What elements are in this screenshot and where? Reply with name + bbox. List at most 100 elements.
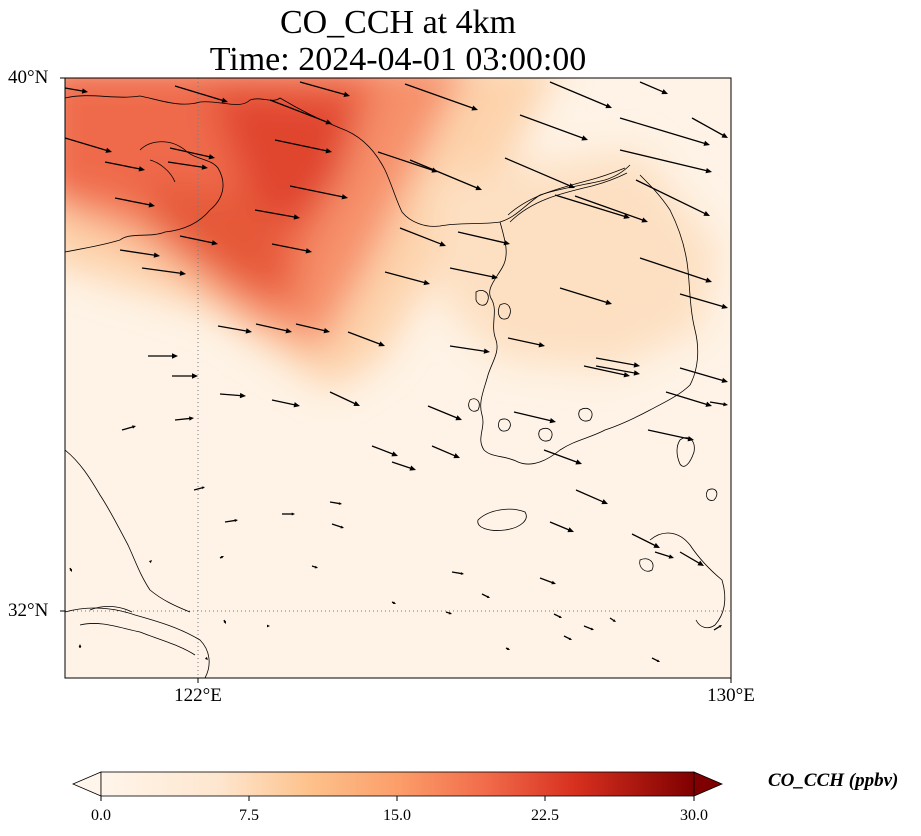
- wind-vector-shaft: [169, 147, 212, 158]
- wind-vector-head: [471, 105, 478, 111]
- colorbar-label: CO_CCH (ppbv): [768, 770, 899, 791]
- wind-vector-head: [538, 342, 545, 348]
- wind-vector-head: [448, 611, 452, 615]
- wind-vector-head: [343, 91, 350, 97]
- wind-vector-head: [189, 416, 194, 421]
- wind-vector-head: [78, 644, 82, 647]
- wind-vector-shaft: [409, 159, 479, 190]
- wind-vector-head: [551, 580, 556, 585]
- wind-vector-shaft: [371, 445, 395, 456]
- wind-vector-shaft: [519, 114, 585, 140]
- wind-vector-shaft: [179, 235, 215, 244]
- wind-vector-head: [581, 135, 588, 141]
- wind-vector-head: [341, 194, 348, 200]
- wind-vector-head: [687, 436, 694, 442]
- wind-vector-head: [148, 560, 152, 564]
- wind-vector-head: [605, 103, 612, 109]
- wind-vector-head: [568, 183, 575, 189]
- wind-vector-head: [239, 392, 246, 399]
- wind-vector-head: [623, 213, 630, 219]
- wind-vector-head: [439, 241, 446, 247]
- colorbar-min-extend: [71, 771, 102, 797]
- wind-vector-shaft: [449, 345, 487, 353]
- wind-vector-shaft: [65, 137, 109, 152]
- wind-vector-shaft: [595, 365, 637, 374]
- wind-vector-shaft: [174, 85, 225, 102]
- wind-vector-head: [378, 341, 385, 347]
- wind-vector-shaft: [679, 293, 725, 308]
- wind-vector-shaft: [391, 461, 413, 470]
- wind-vector-head: [503, 240, 510, 246]
- wind-vector-shaft: [295, 323, 327, 332]
- wind-vector-head: [423, 279, 430, 286]
- wind-vector-head: [656, 659, 660, 662]
- wind-vector-head: [623, 372, 630, 378]
- wind-vector-head: [697, 560, 704, 566]
- wind-vector-head: [486, 595, 490, 598]
- wind-vector-head: [323, 327, 330, 334]
- wind-vector-shaft: [427, 405, 459, 420]
- wind-vector-head: [703, 210, 710, 216]
- wind-vector-shaft: [119, 249, 157, 257]
- wind-vector-shaft: [639, 257, 709, 282]
- wind-vector-head: [723, 402, 728, 407]
- wind-vector-head: [641, 217, 648, 223]
- wind-vector-shaft: [583, 365, 627, 376]
- wind-vector-shaft: [559, 287, 609, 304]
- coastlines: [65, 95, 726, 678]
- wind-vector-shaft: [595, 357, 637, 366]
- wind-vector-shaft: [384, 271, 427, 284]
- axis-ticks: [60, 77, 732, 683]
- wind-vector-head: [305, 248, 312, 254]
- wind-vector-shaft: [679, 551, 702, 565]
- wind-vector-shaft: [549, 81, 609, 108]
- wind-vector-head: [223, 620, 226, 624]
- wind-vector-head: [491, 274, 498, 280]
- wind-vector-head: [453, 453, 460, 459]
- wind-vector-shaft: [289, 185, 345, 198]
- wind-vector-head: [221, 97, 228, 103]
- wind-vector-head: [633, 370, 640, 376]
- wind-vector-head: [653, 542, 660, 548]
- wind-vector-head: [340, 525, 344, 529]
- wind-vector-shaft: [219, 393, 243, 397]
- wind-vector-head: [568, 637, 572, 640]
- wind-vector-shaft: [271, 243, 309, 252]
- lat-label-40n: 40°N: [8, 67, 49, 88]
- map-title-line1: CO_CCH at 4km: [279, 4, 517, 41]
- wind-vectors: [65, 81, 728, 662]
- wind-vector-shaft: [583, 625, 593, 630]
- wind-vector-shaft: [121, 425, 135, 431]
- wind-vector-head: [605, 299, 612, 305]
- wind-vector-shaft: [635, 179, 708, 216]
- wind-vector-head: [353, 401, 360, 406]
- wind-vector-shaft: [329, 391, 358, 406]
- wind-vector-head: [338, 502, 342, 505]
- gridlines: [65, 78, 731, 678]
- wind-vector-head: [138, 166, 145, 172]
- wind-vector-shaft: [174, 417, 192, 421]
- wind-vector-shaft: [713, 625, 721, 631]
- wind-vector-head: [192, 373, 198, 379]
- wind-vector-head: [721, 303, 728, 309]
- wind-vector-shaft: [271, 399, 297, 406]
- wind-vector-shaft: [665, 391, 709, 406]
- wind-vector-shaft: [504, 157, 572, 188]
- wind-vector-head: [391, 451, 398, 457]
- wind-vector-shaft: [554, 194, 627, 218]
- wind-vector-head: [105, 147, 112, 153]
- wind-vector-shaft: [709, 401, 726, 406]
- colorbar-bar: [100, 771, 695, 797]
- wind-vector-head: [132, 425, 136, 429]
- wind-vector-shaft: [639, 81, 665, 94]
- wind-vector-head: [325, 119, 332, 125]
- wind-vector-shaft: [347, 331, 382, 346]
- wind-vector-shaft: [217, 325, 249, 333]
- wind-vector-shaft: [631, 533, 658, 547]
- map-frame: [64, 77, 732, 679]
- wind-vector-head: [601, 499, 608, 505]
- wind-vector-shaft: [299, 81, 347, 96]
- wind-vector-head: [314, 565, 318, 569]
- wind-vector-head: [201, 164, 208, 170]
